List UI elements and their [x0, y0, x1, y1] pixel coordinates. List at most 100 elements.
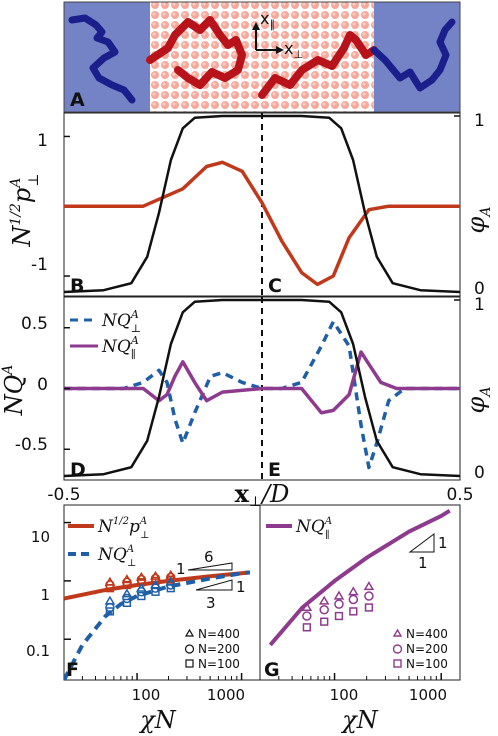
xtick-de-m05: -0.5 [47, 485, 80, 505]
ylabel-de-right: φA [462, 387, 494, 414]
g-marker-circle-2-3 [348, 594, 359, 605]
marker-legend-g-triangle [392, 628, 403, 637]
ytick-bc-right-0: 0 [474, 279, 485, 299]
g-marker-triangle-1-2 [333, 590, 345, 600]
legend-g: NQA ∥ [266, 516, 332, 541]
de-series-phi-a-line [64, 298, 460, 478]
legend-de: NQA ⊥ NQA ∥ [70, 308, 141, 361]
xtick-de-05: 0.5 [446, 485, 473, 505]
marker-legend-f-circle [184, 644, 195, 654]
panel-letter-f: F [66, 659, 79, 681]
g-marker-square-3-2 [334, 611, 344, 621]
panel-g-frame [259, 504, 461, 681]
bc-series-phi-a-line [64, 114, 460, 294]
ylabel-de-left: NQA [0, 365, 28, 417]
marker-legend-f-200: N=200 [198, 642, 240, 656]
xtick-f-100: 100 [132, 686, 161, 704]
axis-label-par: x∥ [260, 9, 275, 31]
ytick-f-01: 0.1 [26, 642, 50, 660]
a-chain-right [258, 31, 378, 99]
marker-legend-g-square [393, 659, 402, 668]
slope-label-f-1a: 1 [176, 560, 186, 578]
b-chain-right [370, 18, 456, 92]
legend-de-perp-text: NQA ⊥ [101, 308, 141, 335]
ytick-de-05: 0.5 [21, 314, 48, 334]
marker-legend-g-100: N=100 [406, 657, 448, 671]
panel-letter-d: D [70, 459, 86, 481]
slope-label-f-3: 3 [206, 594, 216, 612]
g-curve-0 [268, 508, 451, 647]
ytick-de-right-1: 1 [474, 295, 485, 315]
g-marker-circle-2-0 [302, 611, 312, 621]
ytick-bc-1: 1 [37, 131, 48, 151]
ylabel-bc-left: N1/2pA ⊥ [8, 173, 42, 247]
f-marker-square-7-3 [151, 587, 160, 596]
xtick-g-100: 100 [330, 686, 359, 704]
slope-triangle-g-shape [408, 533, 435, 553]
g-marker-circle-2-4 [364, 591, 374, 601]
marker-legend-g-400: N=400 [406, 627, 448, 641]
ytick-bc-m1: -1 [31, 255, 48, 275]
slope-triangle-f-top [187, 562, 233, 571]
bc-series-p-perp-line [64, 160, 460, 287]
f-marker-square-4-0 [105, 584, 115, 593]
legend-f-p-text: N1/2pA ⊥ [97, 516, 150, 541]
panel-letter-a: A [70, 89, 85, 111]
xtick-g-1000: 1000 [409, 686, 447, 704]
marker-legend-f-100: N=100 [198, 657, 240, 671]
marker-legend-g-200: N=200 [406, 642, 448, 656]
panel-letter-e: E [268, 459, 281, 481]
ytick-f-10: 10 [31, 528, 50, 546]
ytick-bc-right-1: 1 [474, 111, 485, 131]
slope-triangles-f: 1 6 1 3 [176, 548, 246, 612]
f-curve-1 [64, 570, 251, 680]
marker-legend-f-triangle [184, 628, 195, 637]
marker-legend-f-square [185, 659, 194, 668]
g-marker-square-3-1 [320, 617, 329, 626]
xlabel-f: χN [138, 706, 177, 734]
f-marker-square-7-2 [137, 591, 146, 601]
f-marker-circle-6-2 [136, 587, 147, 597]
legend-de-par-text: NQA ∥ [101, 334, 139, 361]
g-marker-triangle-1-4 [363, 581, 375, 591]
a-chain-left [146, 16, 246, 89]
f-marker-square-7-0 [105, 607, 115, 616]
panel-f: N1/2pA ⊥ NQA ⊥ 1 6 1 3 N=400 N=200 N=100 1… [26, 504, 261, 734]
g-marker-triangle-1-3 [348, 586, 359, 596]
legend-f: N1/2pA ⊥ NQA ⊥ [68, 516, 150, 569]
b-chain-left [68, 14, 136, 104]
xlabel-de: x⊥/D [235, 479, 290, 510]
xtick-f-1000: 1000 [207, 686, 245, 704]
legend-g-text: NQA ∥ [295, 516, 332, 541]
g-marker-square-3-0 [302, 623, 312, 632]
slope-label-f-1b: 1 [236, 578, 246, 596]
marker-legend-f-400: N=400 [198, 627, 240, 641]
f-marker-circle-6-1 [122, 593, 132, 604]
panel-letter-b: B [70, 275, 84, 297]
ytick-de-0: 0 [37, 375, 48, 395]
panel-bc: 1 -1 1 0 N1/2pA ⊥ φA B C [8, 111, 494, 299]
slope-label-g-v: 1 [438, 534, 448, 552]
de-series-q-perp-line [64, 319, 460, 470]
axis-arrows: x∥ x⊥ [252, 9, 303, 61]
panel-g: NQA ∥ 1 1 N=400 N=200 N=100 100 1000 χN G [259, 504, 461, 734]
g-marker-circle-2-1 [319, 605, 329, 615]
f-marker-square-7-4 [166, 584, 175, 593]
ytick-de-right-0: 0 [474, 463, 485, 483]
slope-triangle-f-bottom [195, 579, 233, 591]
g-marker-triangle-1-1 [318, 595, 330, 605]
g-marker-triangle-1-0 [301, 602, 313, 612]
axis-label-perp: x⊥ [284, 39, 303, 61]
g-marker-square-3-4 [364, 603, 374, 612]
xlabel-g: χN [340, 706, 379, 734]
panel-a-frame [63, 1, 461, 113]
panel-letter-g: G [264, 659, 280, 681]
de-series-q-par-line [64, 350, 460, 415]
slope-triangle-g: 1 1 [408, 533, 448, 572]
panel-letter-c: C [268, 275, 282, 297]
slope-label-f-6: 6 [204, 548, 214, 566]
ylabel-bc-right: φA [462, 207, 494, 234]
f-marker-square-7-1 [122, 598, 132, 608]
ytick-f-1: 1 [40, 586, 50, 604]
